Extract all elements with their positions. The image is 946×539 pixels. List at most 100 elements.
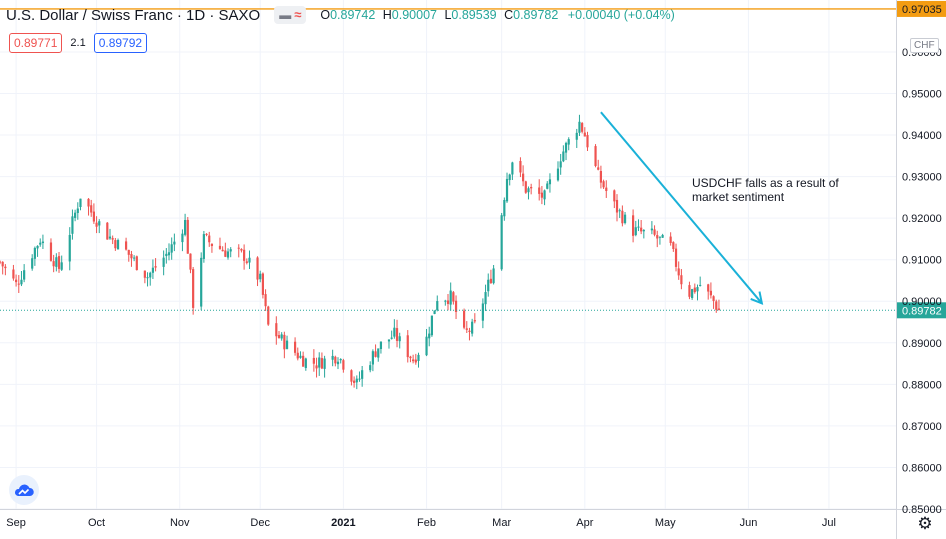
candle-down[interactable] (240, 249, 243, 251)
candle-down[interactable] (586, 135, 589, 148)
candle-up[interactable] (146, 277, 149, 279)
candle-down[interactable] (95, 222, 98, 227)
candle-up[interactable] (98, 221, 101, 226)
time-tick-label[interactable]: 2021 (331, 517, 355, 529)
candle-up[interactable] (390, 337, 393, 339)
tradingview-cloud-icon[interactable] (9, 475, 39, 505)
candle-down[interactable] (605, 187, 608, 191)
candle-up[interactable] (492, 268, 495, 284)
candle-down[interactable] (296, 352, 299, 359)
candle-down[interactable] (143, 270, 146, 278)
candle-up[interactable] (68, 234, 71, 262)
candle-down[interactable] (712, 296, 715, 301)
time-tick-label[interactable]: Oct (88, 517, 105, 529)
candle-down[interactable] (594, 146, 597, 166)
candle-down[interactable] (374, 351, 377, 357)
candle-up[interactable] (79, 198, 82, 208)
candle-down[interactable] (218, 245, 222, 249)
candle-down[interactable] (688, 285, 691, 297)
candle-down[interactable] (57, 256, 61, 269)
candle-down[interactable] (14, 279, 18, 283)
currency-badge[interactable]: CHF (910, 38, 939, 53)
candle-up[interactable] (433, 310, 436, 314)
symbol-title[interactable]: U.S. Dollar / Swiss Franc · 1D · SAXO (6, 6, 261, 24)
candle-up[interactable] (425, 336, 428, 356)
candle-down[interactable] (599, 171, 603, 183)
candle-up[interactable] (508, 174, 511, 181)
candle-down[interactable] (680, 275, 683, 285)
candle-up[interactable] (371, 351, 374, 365)
candle-up[interactable] (548, 179, 552, 185)
candle-up[interactable] (170, 244, 173, 253)
candle-up[interactable] (259, 273, 262, 280)
candle-up[interactable] (200, 257, 203, 307)
candle-down[interactable] (130, 254, 133, 259)
trend-arrow-line[interactable] (600, 111, 763, 304)
candle-up[interactable] (481, 303, 484, 321)
candle-down[interactable] (677, 268, 680, 276)
candle-up[interactable] (33, 247, 36, 259)
candle-down[interactable] (715, 301, 718, 310)
candle-down[interactable] (4, 266, 7, 269)
candle-down[interactable] (489, 278, 493, 283)
candle-down[interactable] (87, 198, 90, 207)
candle-up[interactable] (623, 214, 627, 224)
buy-price-button[interactable]: 0.89792 (93, 33, 148, 53)
candle-up[interactable] (285, 340, 289, 349)
series-visibility-toggle[interactable]: ▬ ≈ (274, 6, 307, 24)
candle-up[interactable] (299, 355, 302, 358)
candle-up[interactable] (487, 279, 490, 292)
candle-down[interactable] (205, 233, 208, 235)
time-tick-label[interactable]: Apr (576, 517, 593, 529)
time-tick-label[interactable]: Nov (170, 517, 190, 529)
candle-up[interactable] (280, 334, 283, 339)
candle-down[interactable] (581, 123, 584, 132)
candle-down[interactable] (672, 242, 675, 249)
candle-down[interactable] (275, 323, 278, 337)
candle-down[interactable] (189, 253, 192, 270)
wave-icon[interactable]: ≈ (294, 7, 302, 22)
candle-down[interactable] (106, 222, 109, 240)
candle-down[interactable] (111, 238, 114, 240)
candle-up[interactable] (393, 327, 396, 337)
candle-up[interactable] (471, 321, 474, 334)
candle-up[interactable] (116, 240, 120, 250)
eye-icon[interactable]: ▬ (279, 8, 292, 22)
candle-up[interactable] (484, 292, 487, 305)
candle-down[interactable] (0, 261, 2, 263)
candle-down[interactable] (127, 249, 130, 255)
candle-down[interactable] (114, 240, 117, 249)
candle-down[interactable] (1, 261, 4, 267)
candle-up[interactable] (398, 336, 401, 342)
candle-up[interactable] (546, 183, 549, 189)
candle-down[interactable] (312, 357, 315, 364)
candle-down[interactable] (653, 229, 656, 235)
candle-up[interactable] (699, 284, 702, 286)
candle-up[interactable] (578, 121, 581, 133)
candle-down[interactable] (320, 358, 324, 369)
candle-up[interactable] (76, 208, 79, 214)
candle-up[interactable] (20, 279, 23, 285)
candle-down[interactable] (267, 306, 270, 325)
candle-down[interactable] (237, 247, 240, 249)
candle-up[interactable] (642, 230, 645, 232)
candle-down[interactable] (538, 187, 541, 194)
candle-down[interactable] (669, 236, 672, 243)
candle-down[interactable] (693, 287, 696, 293)
candle-up[interactable] (55, 257, 58, 267)
candle-down[interactable] (530, 187, 533, 189)
candle-up[interactable] (500, 215, 503, 270)
candle-down[interactable] (210, 243, 214, 247)
candle-up[interactable] (108, 236, 112, 239)
candle-down[interactable] (293, 341, 297, 353)
candle-down[interactable] (224, 250, 227, 257)
candle-up[interactable] (184, 219, 187, 235)
candle-up[interactable] (564, 142, 568, 153)
candle-down[interactable] (540, 192, 543, 198)
candle-up[interactable] (165, 253, 168, 257)
candle-up[interactable] (575, 132, 578, 140)
candle-down[interactable] (409, 356, 412, 359)
candle-down[interactable] (243, 249, 246, 261)
candle-down[interactable] (124, 241, 128, 250)
